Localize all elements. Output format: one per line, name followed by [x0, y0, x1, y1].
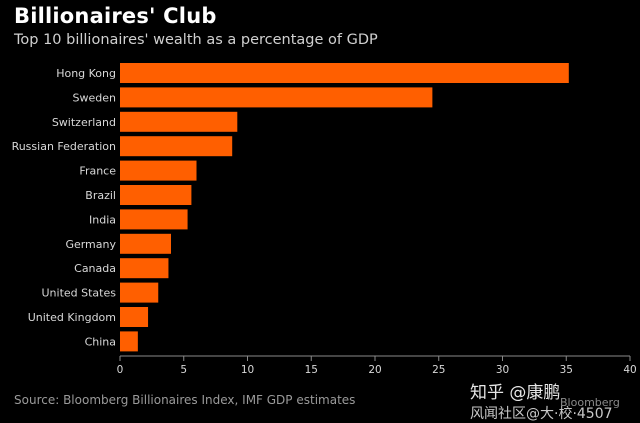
category-label: Switzerland: [52, 116, 116, 129]
source-note: Source: Bloomberg Billionaires Index, IM…: [14, 393, 356, 407]
bar-russian-federation: [120, 136, 233, 157]
chart-subtitle: Top 10 billionaires' wealth as a percent…: [14, 32, 378, 48]
category-label: Russian Federation: [12, 140, 116, 153]
x-tick-label: 25: [432, 364, 445, 376]
category-label: Germany: [65, 238, 116, 251]
category-label: France: [79, 165, 116, 178]
category-label: India: [89, 213, 116, 226]
bar-hong-kong: [120, 63, 569, 83]
category-label: United States: [42, 287, 117, 300]
x-tick-label: 15: [305, 364, 318, 376]
category-label: Sweden: [73, 91, 116, 104]
bar-switzerland: [120, 111, 238, 132]
x-tick-label: 0: [117, 364, 124, 376]
bar-germany: [120, 233, 171, 254]
bloomberg-logo: Bloomberg: [560, 396, 620, 409]
bar-india: [120, 209, 188, 230]
x-tick-label: 5: [180, 364, 187, 376]
category-label: Brazil: [85, 189, 116, 202]
category-label: Hong Kong: [56, 67, 116, 80]
x-tick-label: 10: [241, 364, 254, 376]
bar-united-kingdom: [120, 307, 149, 327]
bar-chart: Hong Kong Sweden Switzerland Russian Federa…: [12, 63, 637, 376]
bar-france: [120, 160, 197, 181]
watermark-brand: 知乎 @康鹏: [470, 383, 561, 403]
x-tick-label: 40: [623, 364, 636, 376]
bar-canada: [120, 258, 169, 279]
bar-sweden: [120, 87, 433, 108]
chart-title: Billionaires' Club: [14, 4, 217, 28]
category-label: Canada: [74, 262, 116, 275]
category-label: United Kingdom: [28, 311, 116, 324]
bar-china: [120, 331, 138, 352]
bar-united-states: [120, 282, 159, 303]
x-tick-label: 35: [560, 364, 573, 376]
x-tick-label: 30: [496, 364, 509, 376]
x-tick-label: 20: [368, 364, 381, 376]
bar-brazil: [120, 185, 192, 205]
category-label: China: [85, 335, 116, 348]
